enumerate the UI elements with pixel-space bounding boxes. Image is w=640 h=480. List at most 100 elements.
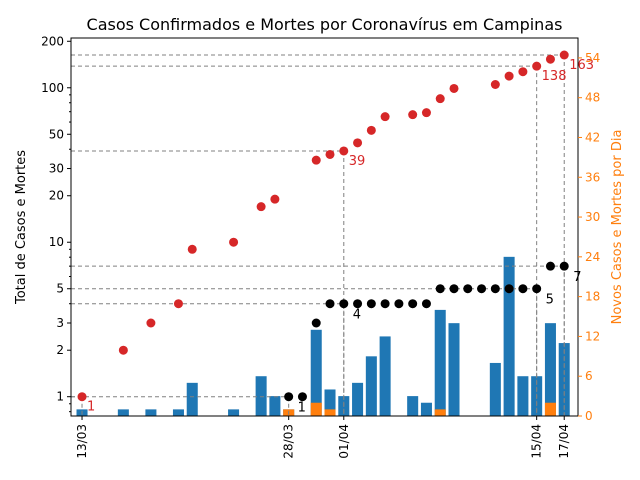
bar-new-cases-10 xyxy=(324,389,336,416)
bar-new-deaths-3 xyxy=(434,409,446,416)
y-left-tick-label-5: 20 xyxy=(49,189,64,203)
y-right-tick-label-9: 54 xyxy=(585,51,600,65)
point-cases-21 xyxy=(532,61,542,71)
annotation-deaths-3: 7 xyxy=(573,270,581,285)
point-cases-2 xyxy=(146,318,156,328)
y-right-tick-label-3: 18 xyxy=(585,290,600,304)
y-left-tick-label-2: 3 xyxy=(56,316,64,330)
bar-new-cases-15 xyxy=(407,396,419,416)
y-left-tick-label-1: 2 xyxy=(56,343,64,357)
bar-new-cases-6 xyxy=(255,376,267,416)
y-right-tick-label-5: 30 xyxy=(585,210,600,224)
point-deaths-15 xyxy=(490,284,500,294)
x-tick-label-0: 13/03 xyxy=(75,424,89,459)
y-axis-left: 1 2 3 5 10 20 30 50 100 200 xyxy=(41,34,71,413)
point-deaths-9 xyxy=(408,299,418,309)
x-axis: 13/03 28/03 01/04 15/04 17/04 xyxy=(75,416,571,459)
y-left-tick-label-8: 100 xyxy=(41,81,64,95)
x-tick-label-3: 15/04 xyxy=(530,424,544,459)
point-deaths-3 xyxy=(325,299,335,309)
bar-new-cases-13 xyxy=(365,356,377,416)
bar-new-cases-3 xyxy=(172,409,184,416)
point-cases-5 xyxy=(229,237,239,247)
y-left-tick-label-6: 30 xyxy=(49,162,64,176)
point-deaths-11 xyxy=(435,284,445,294)
point-cases-15 xyxy=(421,108,431,118)
annotation-deaths-2: 5 xyxy=(546,293,554,308)
point-deaths-0 xyxy=(284,392,294,402)
point-deaths-17 xyxy=(518,284,528,294)
point-cases-13 xyxy=(380,112,390,122)
point-cases-0 xyxy=(77,392,87,402)
point-cases-17 xyxy=(449,83,459,93)
point-deaths-13 xyxy=(463,284,473,294)
point-cases-9 xyxy=(325,149,335,159)
point-cases-18 xyxy=(490,79,500,89)
point-cases-8 xyxy=(311,155,321,165)
plot-frame xyxy=(70,37,579,417)
y-left-tick-label-0: 1 xyxy=(56,390,64,404)
point-deaths-16 xyxy=(504,284,514,294)
x-tick-label-1: 28/03 xyxy=(282,424,296,459)
point-cases-20 xyxy=(518,67,528,77)
bar-new-cases-18 xyxy=(448,323,460,416)
point-deaths-2 xyxy=(311,318,321,328)
x-tick-label-2: 01/04 xyxy=(337,424,351,459)
y-left-tick-label-3: 5 xyxy=(56,282,64,296)
point-cases-14 xyxy=(408,110,418,120)
point-cases-16 xyxy=(435,94,445,104)
bar-new-cases-17 xyxy=(434,309,446,416)
bar-new-cases-16 xyxy=(420,402,432,416)
point-deaths-7 xyxy=(380,299,390,309)
y-axis-right: 0 6 12 18 24 30 36 42 48 54 xyxy=(578,51,600,423)
y-left-tick-label-7: 50 xyxy=(49,127,64,141)
bar-new-cases-1 xyxy=(117,409,129,416)
x-tick-label-4: 17/04 xyxy=(557,424,571,459)
bar-new-cases-5 xyxy=(228,409,240,416)
y-right-tick-label-8: 48 xyxy=(585,91,600,105)
annotation-deaths-1: 4 xyxy=(353,308,361,323)
points-layer xyxy=(77,50,569,402)
bar-new-cases-19 xyxy=(489,362,501,416)
y-right-tick-label-4: 24 xyxy=(585,250,600,264)
bar-new-cases-2 xyxy=(145,409,157,416)
bar-new-cases-7 xyxy=(269,396,281,416)
point-deaths-1 xyxy=(297,392,307,402)
point-cases-4 xyxy=(187,244,197,254)
bar-new-cases-9 xyxy=(310,329,322,416)
point-cases-10 xyxy=(339,146,349,156)
annotation-cases-2: 138 xyxy=(542,69,567,84)
bar-new-deaths-1 xyxy=(310,402,322,416)
annotation-cases-0: 1 xyxy=(87,400,95,415)
point-deaths-8 xyxy=(394,299,404,309)
point-cases-12 xyxy=(366,125,376,135)
point-cases-19 xyxy=(504,71,514,81)
y-right-tick-label-0: 0 xyxy=(585,409,593,423)
bar-new-cases-4 xyxy=(186,382,198,416)
y-right-tick-label-1: 6 xyxy=(585,369,593,383)
point-cases-3 xyxy=(173,299,183,309)
point-cases-1 xyxy=(118,345,128,355)
y-left-tick-label-4: 10 xyxy=(49,235,64,249)
y-left-tick-label-9: 200 xyxy=(41,34,64,48)
point-deaths-18 xyxy=(532,284,542,294)
point-deaths-5 xyxy=(353,299,363,309)
bar-new-cases-12 xyxy=(352,382,364,416)
guide-lines-layer xyxy=(71,54,565,416)
point-cases-22 xyxy=(545,54,555,64)
bar-new-cases-20 xyxy=(503,256,515,416)
bar-new-cases-14 xyxy=(379,336,391,416)
y-right-tick-label-6: 36 xyxy=(585,170,600,184)
bar-new-deaths-4 xyxy=(544,402,556,416)
point-deaths-6 xyxy=(366,299,376,309)
point-deaths-12 xyxy=(449,284,459,294)
point-deaths-20 xyxy=(559,261,569,271)
point-deaths-14 xyxy=(477,284,487,294)
annotation-cases-1: 39 xyxy=(349,154,366,169)
bars-layer xyxy=(76,256,570,416)
point-cases-6 xyxy=(256,202,266,212)
y-right-tick-label-2: 12 xyxy=(585,329,600,343)
chart-title: Casos Confirmados e Mortes por Coronavír… xyxy=(87,15,563,34)
